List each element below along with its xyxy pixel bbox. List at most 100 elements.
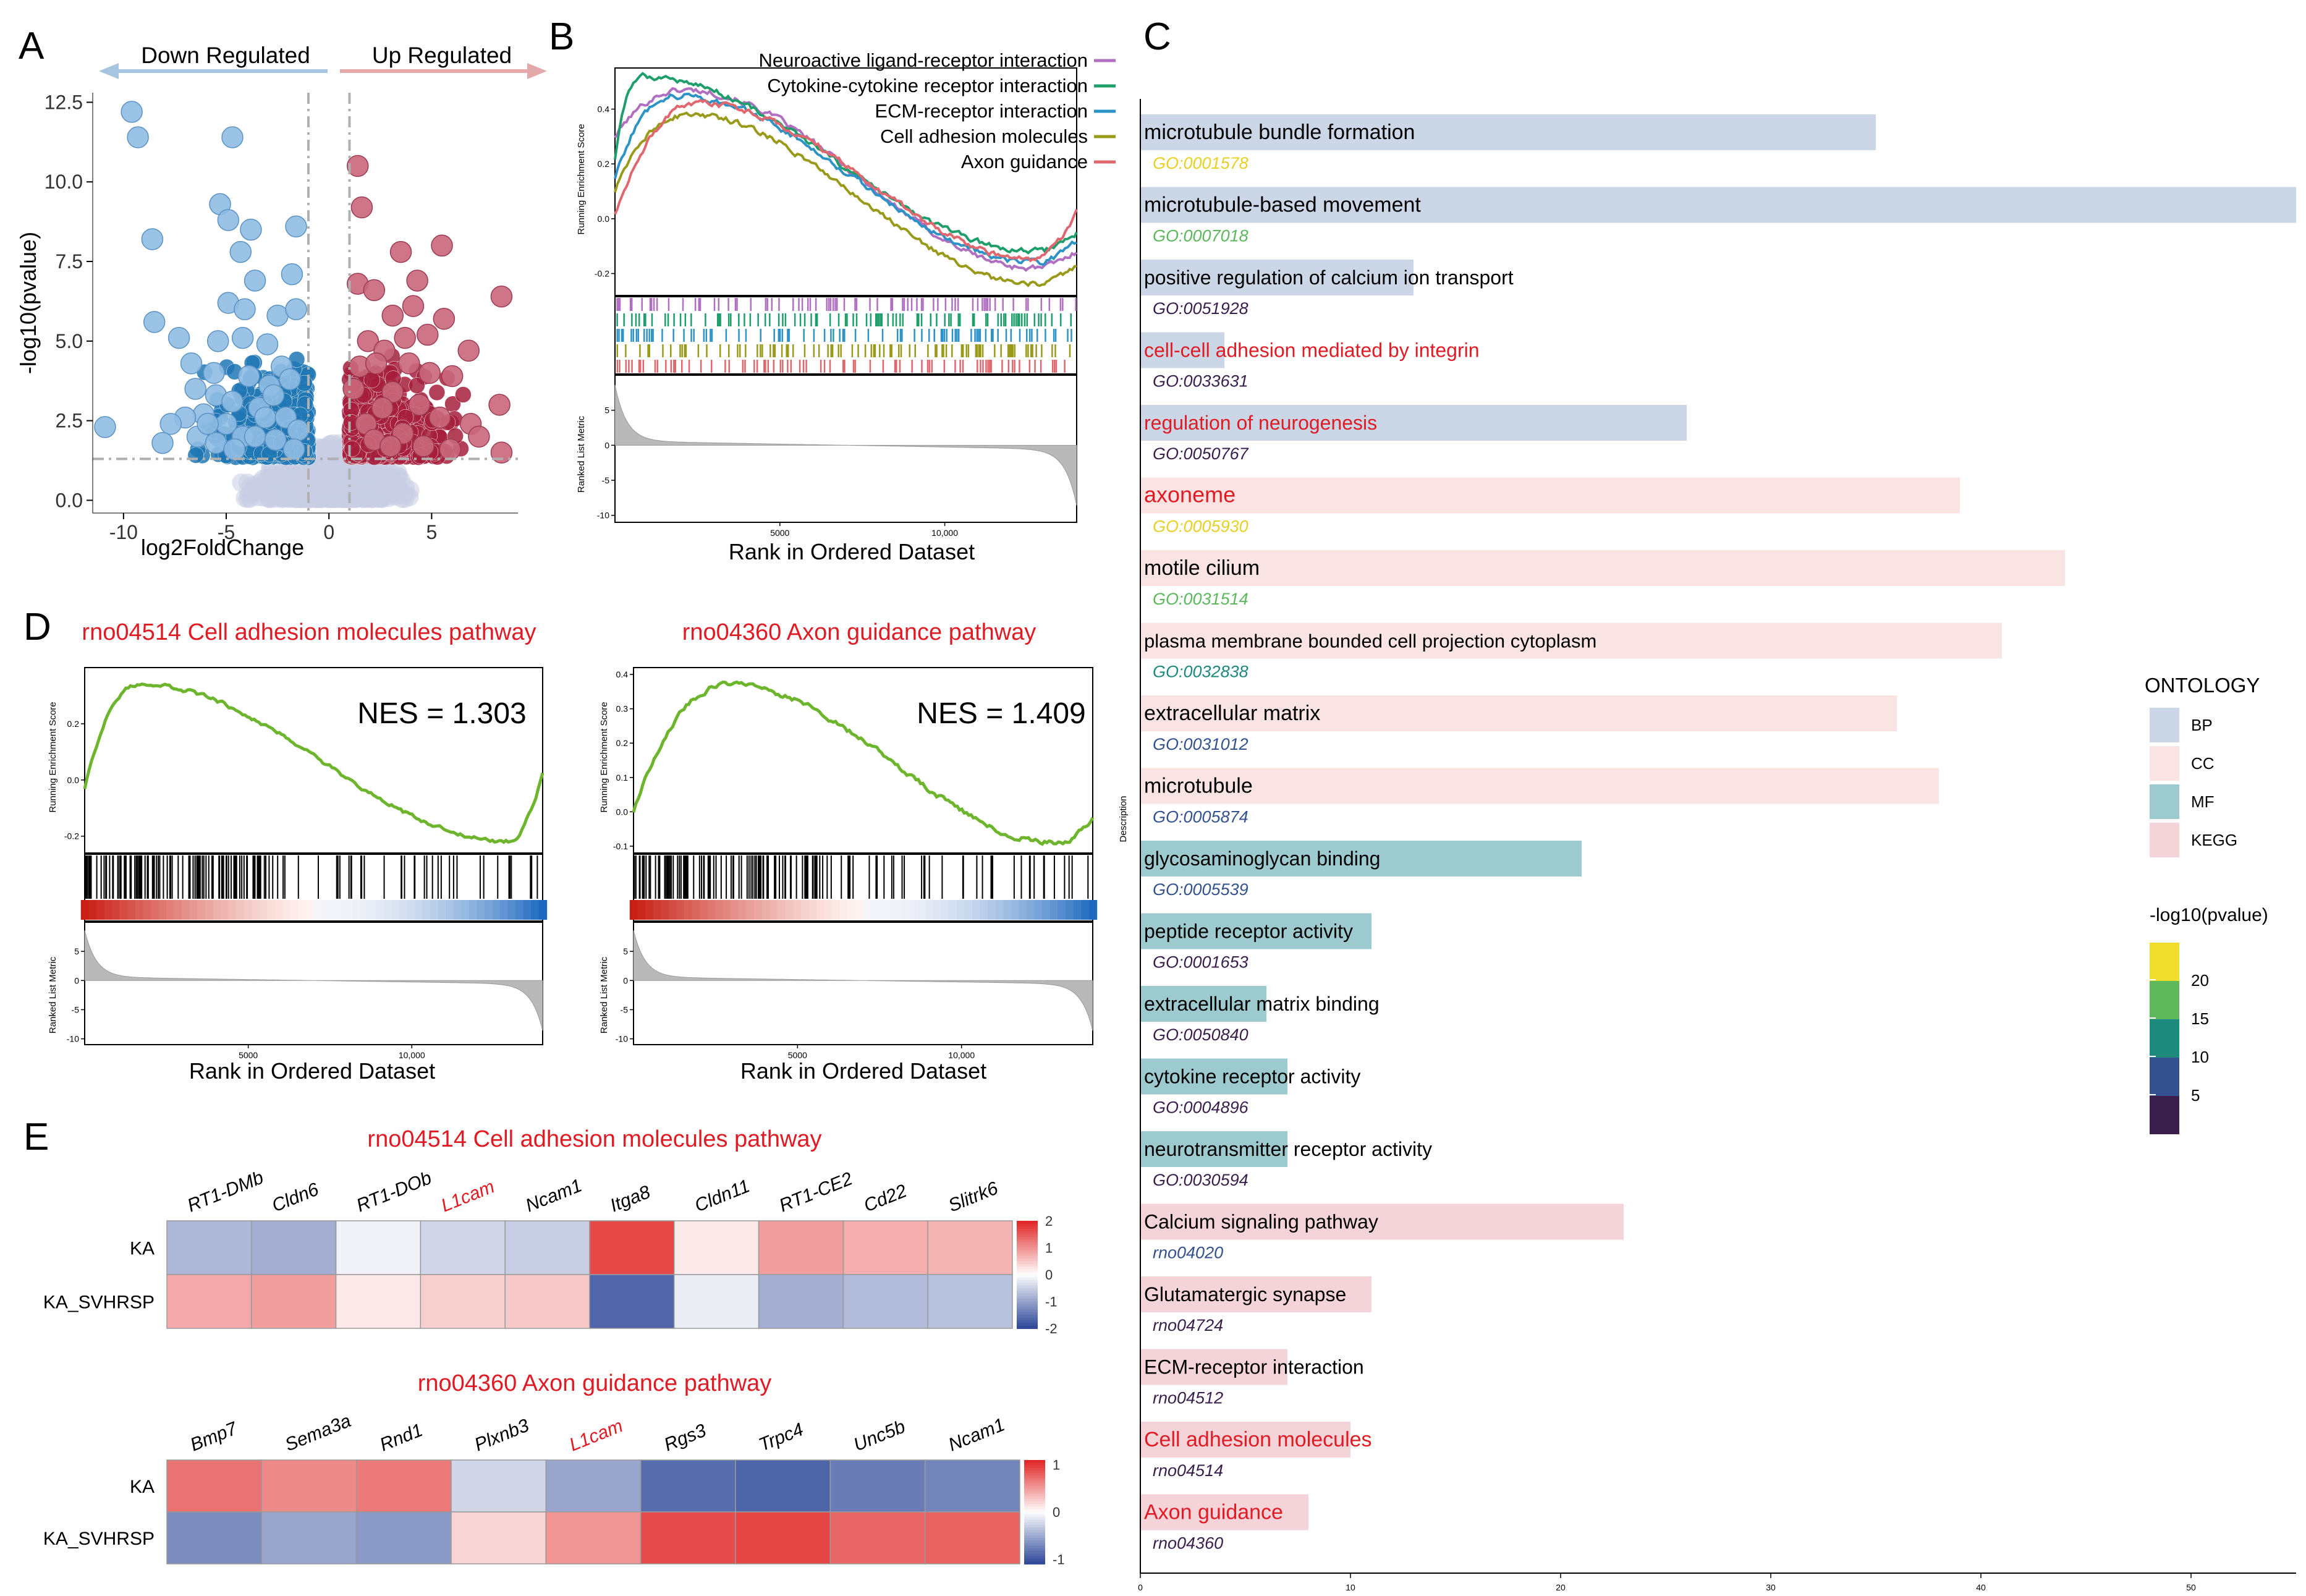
- rank-color-band: [676, 900, 685, 920]
- es-y-tick-label: 0.0: [598, 214, 610, 224]
- rank-color-band: [761, 900, 771, 920]
- ns-point: [268, 475, 287, 495]
- rank-color-band: [769, 900, 778, 920]
- bar-term-id: GO:0033631: [1153, 372, 1248, 391]
- rank-color-band: [731, 900, 739, 920]
- rank-color-band: [629, 900, 638, 920]
- heatmap-scale-segment: [1017, 1263, 1038, 1267]
- heatmap-cell: [166, 1511, 263, 1564]
- volcano-x-tick-label: 5: [426, 521, 438, 543]
- down-point: [223, 438, 246, 461]
- rank-color-band: [1027, 900, 1035, 920]
- bar-term-label: Glutamatergic synapse: [1144, 1283, 1346, 1305]
- rank-color-band: [282, 900, 291, 920]
- heatmap-scale-segment: [1024, 1540, 1045, 1544]
- down-point: [285, 215, 307, 238]
- heatmap-scale-segment: [1017, 1231, 1038, 1235]
- rank-color-band: [135, 900, 144, 920]
- rank-color-band: [925, 900, 934, 920]
- down-point: [229, 240, 252, 263]
- down-point: [205, 431, 227, 454]
- heatmap-cell: [924, 1459, 1020, 1513]
- bar-term-id: GO:0030594: [1153, 1171, 1248, 1189]
- es-y-tick-label: -0.1: [613, 841, 628, 851]
- rank-color-band: [112, 900, 121, 920]
- up-point: [490, 285, 513, 308]
- heatmap-scale-segment: [1024, 1504, 1045, 1508]
- heatmap-scale-label: -1: [1045, 1294, 1058, 1310]
- rank-color-band: [1073, 900, 1082, 920]
- down-point: [244, 270, 266, 292]
- gsea-cell-adhesion-es-label: Running Enrichment Score: [48, 702, 58, 812]
- gsea-multi-es-label: Running Enrichment Score: [576, 124, 587, 234]
- rank-color-band: [746, 900, 755, 920]
- legend-series-label: Neuroactive ligand-receptor interaction: [759, 49, 1088, 71]
- rank-color-band: [995, 900, 1004, 920]
- heatmap-cell: [674, 1274, 760, 1329]
- up-point: [408, 394, 431, 416]
- up-point: [389, 240, 412, 263]
- up-regulated-label: Up Regulated: [372, 43, 512, 68]
- heatmap-scale-segment: [1017, 1237, 1038, 1241]
- up-point: [417, 323, 439, 346]
- heatmap-cell: [251, 1220, 337, 1275]
- es-y-tick-label: 0.2: [67, 719, 80, 729]
- heatmap-scale-segment: [1017, 1301, 1038, 1305]
- bar-term-id: GO:0031514: [1153, 590, 1248, 608]
- rank-x-tick-label: 5000: [770, 528, 789, 538]
- heatmap-scale-segment: [1017, 1226, 1038, 1230]
- rank-color-band: [800, 900, 810, 920]
- bar-term-label: peptide receptor activity: [1144, 920, 1353, 943]
- es-y-tick-label: -0.2: [64, 831, 79, 841]
- volcano-x-tick-label: -10: [109, 521, 138, 543]
- metric-y-tick-label: -10: [616, 1034, 628, 1044]
- ontology-legend-title: ONTOLOGY: [2145, 674, 2260, 697]
- down-point: [231, 326, 254, 349]
- heatmap-scale-label: -1: [1053, 1551, 1065, 1567]
- heatmap-scale-segment: [1017, 1312, 1038, 1316]
- bar-term-label: motile cilium: [1144, 556, 1260, 580]
- heatmap-cell: [758, 1274, 844, 1329]
- rank-color-band: [352, 900, 361, 920]
- metric-y-tick-label: -5: [621, 1004, 629, 1014]
- rank-color-band: [213, 900, 221, 920]
- heatmap-scale-segment: [1024, 1530, 1045, 1534]
- volcano-y-tick-label: 12.5: [45, 91, 83, 113]
- rank-color-band: [1019, 900, 1027, 920]
- metric-y-tick-label: 5: [623, 946, 628, 956]
- heatmap-cell: [640, 1459, 736, 1513]
- es-y-tick-label: 0.3: [616, 704, 629, 714]
- heatmap-scale-segment: [1024, 1514, 1045, 1518]
- metric-y-tick-label: 0: [604, 440, 609, 450]
- rank-color-band: [252, 900, 260, 920]
- rank-color-band: [150, 900, 159, 920]
- rank-color-band: [88, 900, 97, 920]
- enrichment-axes: 0 10 20 30 40 50: [1138, 99, 2296, 1592]
- rank-color-band: [182, 900, 190, 920]
- heatmap-scale-segment: [1024, 1545, 1045, 1549]
- ontology-legend-swatch: [2150, 823, 2179, 857]
- heatmap-cell: [166, 1220, 252, 1275]
- up-point: [412, 435, 434, 457]
- es-y-tick-label: 0.4: [598, 104, 610, 114]
- enrichment-x-tick-label: 10: [1346, 1582, 1355, 1592]
- heatmap-scale-segment: [1024, 1519, 1045, 1523]
- rank-color-band: [785, 900, 794, 920]
- up-point: [365, 352, 388, 375]
- rank-color-band: [692, 900, 700, 920]
- rank-color-band: [723, 900, 732, 920]
- volcano-plot: -10 -5 0 5 0.0 2.5 5.0 7.5 10.0 12.5 Down Regulat…: [15, 43, 547, 560]
- es-y-tick-label: 0.2: [616, 738, 629, 748]
- volcano-y-tick-label: 7.5: [56, 250, 83, 273]
- enrichment-bar: [1140, 550, 2065, 586]
- heatmap-scale-segment: [1024, 1553, 1045, 1557]
- heatmap-scale-segment: [1017, 1307, 1038, 1310]
- rank-color-band: [808, 900, 817, 920]
- heatmap-scale-segment: [1024, 1522, 1045, 1526]
- heatmap-cell: [355, 1459, 452, 1513]
- heatmap-scale-segment: [1017, 1247, 1038, 1251]
- up-point: [371, 397, 394, 419]
- heatmap-scale-segment: [1017, 1223, 1038, 1227]
- pvalue-legend-label: 10: [2191, 1048, 2209, 1066]
- ns-point: [373, 471, 392, 490]
